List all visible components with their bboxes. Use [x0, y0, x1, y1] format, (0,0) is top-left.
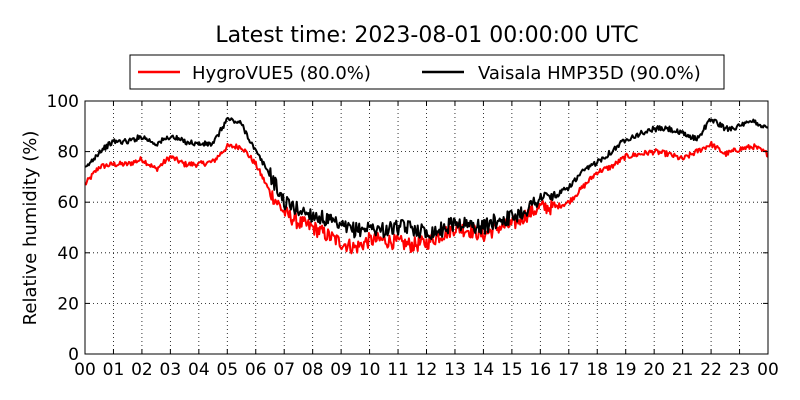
x-tick-label: 21 — [672, 360, 694, 380]
y-tick-label: 80 — [57, 143, 79, 163]
x-tick-label: 16 — [530, 360, 552, 380]
y-tick-label: 40 — [57, 244, 79, 264]
x-tick-label: 13 — [444, 360, 466, 380]
y-tick-label: 60 — [57, 193, 79, 213]
x-tick-label: 20 — [643, 360, 665, 380]
x-tick-label: 06 — [245, 360, 267, 380]
legend: HygroVUE5 (80.0%) Vaisala HMP35D (90.0%) — [129, 54, 725, 90]
x-tick-label: 09 — [330, 360, 352, 380]
plot-frame — [84, 100, 769, 355]
x-tick-label: 15 — [501, 360, 523, 380]
x-tick-label: 14 — [473, 360, 495, 380]
x-tick-label: 10 — [359, 360, 381, 380]
y-tick-label: 20 — [57, 294, 79, 314]
x-tick-label: 05 — [216, 360, 238, 380]
x-tick-label: 23 — [729, 360, 751, 380]
x-tick-label: 03 — [160, 360, 182, 380]
x-tick-label: 04 — [188, 360, 210, 380]
chart-title: Latest time: 2023-08-01 00:00:00 UTC — [215, 23, 638, 48]
series-line-0 — [84, 140, 769, 255]
y-tick-label: 100 — [47, 92, 79, 112]
y-axis-label: Relative humidity (%) — [20, 131, 41, 326]
x-tick-label: 12 — [416, 360, 438, 380]
grid — [85, 101, 768, 354]
x-tick-label: 17 — [558, 360, 580, 380]
x-tick-label: 08 — [302, 360, 324, 380]
x-ticks: 00 01 02 03 04 05 06 07 08 09 10 11 12 13 14 15 16 17 18 19… — [74, 101, 779, 380]
y-ticks: 0 20 40 60 80 100 — [47, 92, 768, 365]
legend-label-hmp35d: Vaisala HMP35D (90.0%) — [478, 63, 701, 84]
series-line-1 — [84, 116, 769, 241]
legend-label-hygrovue5: HygroVUE5 (80.0%) — [192, 63, 371, 84]
x-tick-label: 11 — [387, 360, 409, 380]
x-tick-label: 00 — [74, 360, 96, 380]
x-tick-label: 01 — [103, 360, 125, 380]
x-tick-label: 07 — [273, 360, 295, 380]
y-tick-label: 0 — [68, 345, 79, 365]
x-tick-label: 19 — [615, 360, 637, 380]
series-lines — [84, 116, 769, 255]
x-tick-label: 22 — [700, 360, 722, 380]
x-tick-label: 02 — [131, 360, 153, 380]
x-tick-label: 18 — [586, 360, 608, 380]
x-tick-label: 00 — [757, 360, 779, 380]
